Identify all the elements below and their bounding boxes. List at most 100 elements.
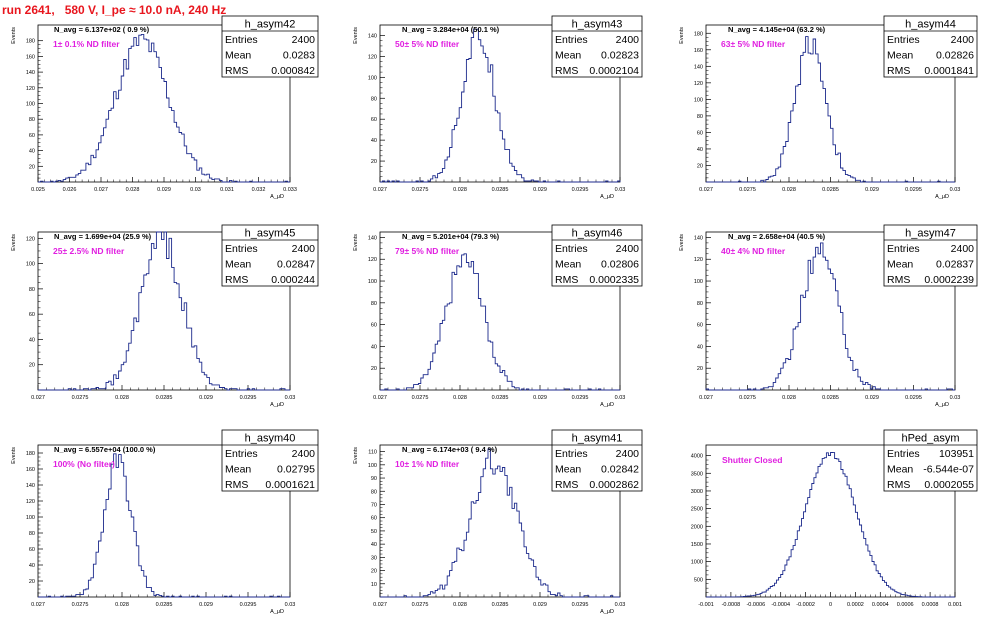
y-tick-label: 80 (697, 301, 703, 307)
stats-box (551, 15, 643, 78)
y-tick-label: 140 (368, 235, 377, 241)
y-tick-label: 160 (26, 467, 35, 473)
y-tick-label: 80 (371, 489, 377, 495)
histogram-panel-hPed_asym: 500 1000 1500 2000 2500 3000 3500 4000 -0.001 -0.… (691, 429, 978, 608)
stats-value-entries: 2400 (951, 34, 975, 46)
filter-label: 1± 0.1% ND filter (53, 39, 120, 49)
navg-label: N_avg = 3.284e+04 (50.1 %) (402, 25, 500, 34)
x-axis-label: A_μD (270, 194, 284, 200)
stats-title: h_asym47 (905, 228, 956, 240)
y-axis-label: Events (11, 27, 17, 44)
x-tick-label: 0.03 (285, 602, 296, 608)
stats-key-entries: Entries (225, 243, 258, 255)
x-tick-label: 0.0295 (572, 602, 589, 608)
y-tick-label: 120 (368, 257, 377, 263)
y-tick-label: 60 (29, 312, 35, 318)
filter-label: 79± 5% ND filter (395, 246, 460, 256)
x-tick-label: 0.03 (285, 395, 296, 401)
x-tick-label: 0 (829, 602, 832, 608)
stats-value-rms: 0.0002335 (589, 274, 639, 286)
y-tick-label: 140 (694, 64, 703, 70)
stats-key-mean: Mean (225, 50, 251, 62)
stats-value-entries: 2400 (292, 34, 316, 46)
y-tick-label: 50 (371, 529, 377, 535)
histogram-panel-h_asym47: 20 40 60 80 100 120 140 0.027 0.0275 0.028 0.0285 0… (679, 224, 978, 408)
x-tick-label: 0.0275 (412, 602, 429, 608)
x-tick-label: 0.0295 (572, 187, 589, 193)
x-tick-label: 0.0295 (240, 602, 257, 608)
histogram-panel-h_asym46: 20 40 60 80 100 120 140 0.027 0.0275 0.028 0.0285 0… (353, 224, 643, 408)
x-tick-label: 0.028 (453, 602, 467, 608)
y-tick-label: 70 (371, 502, 377, 508)
x-tick-label: 0.027 (699, 395, 713, 401)
y-axis-label: Events (679, 234, 685, 251)
x-tick-label: 0.03 (615, 187, 626, 193)
x-tick-label: 0.029 (533, 602, 547, 608)
y-tick-label: 110 (368, 450, 377, 456)
x-tick-label: 0.0285 (156, 602, 173, 608)
filter-label: 63± 5% ND filter (721, 39, 786, 49)
stats-title: h_asym40 (245, 433, 296, 445)
navg-label: N_avg = 2.658e+04 (40.5 %) (728, 232, 826, 241)
y-tick-label: 20 (29, 363, 35, 369)
x-tick-label: 0.025 (31, 187, 45, 193)
y-tick-label: 100 (26, 515, 35, 521)
y-tick-label: 500 (694, 577, 703, 583)
y-tick-label: 1000 (691, 560, 703, 566)
stats-key-entries: Entries (225, 448, 258, 460)
x-tick-label: -0.0004 (771, 602, 790, 608)
x-tick-label: 0.026 (63, 187, 77, 193)
x-tick-label: 0.028 (453, 187, 467, 193)
x-tick-label: 0.027 (373, 602, 387, 608)
y-tick-label: 60 (371, 117, 377, 123)
stats-value-entries: 2400 (616, 448, 640, 460)
y-tick-label: 3500 (691, 471, 703, 477)
x-tick-label: 0.0275 (72, 602, 89, 608)
x-tick-label: 0.0275 (412, 187, 429, 193)
y-tick-label: 100 (368, 75, 377, 81)
stats-title: h_asym45 (245, 228, 296, 240)
y-tick-label: 60 (371, 323, 377, 329)
stats-key-mean: Mean (887, 464, 913, 476)
y-tick-label: 20 (371, 366, 377, 372)
x-tick-label: 0.0275 (739, 187, 756, 193)
x-tick-label: 0.0285 (822, 395, 839, 401)
x-tick-label: 0.027 (31, 395, 45, 401)
stats-key-mean: Mean (555, 464, 581, 476)
x-tick-label: 0.03 (190, 187, 201, 193)
x-tick-label: 0.03 (950, 395, 961, 401)
histogram-panel-h_asym42: 20 40 60 80 100 120 140 160 180 0.025 0.026 0.027 0.… (11, 15, 319, 200)
navg-label: N_avg = 4.145e+04 (63.2 %) (728, 25, 826, 34)
histogram-line (38, 453, 290, 598)
y-tick-label: 180 (26, 451, 35, 457)
histogram-line (380, 28, 621, 183)
stats-key-mean: Mean (225, 259, 251, 271)
x-tick-label: -0.0002 (796, 602, 815, 608)
stats-key-rms: RMS (887, 274, 910, 286)
y-tick-label: 60 (697, 323, 703, 329)
histogram-panel-h_asym43: 20 40 60 80 100 120 140 0.027 0.0275 0.028 0.0285 0… (353, 15, 643, 200)
stats-value-rms: 0.000244 (271, 274, 315, 286)
y-axis-label: Events (353, 447, 359, 464)
x-tick-label: 0.028 (115, 395, 129, 401)
x-tick-label: 0.0002 (847, 602, 864, 608)
filter-label: 40± 4% ND filter (721, 246, 786, 256)
stats-box (221, 224, 319, 287)
histogram-panel-h_asym45: 20 40 60 80 100 120 0.027 0.0275 0.028 0.0285 0.02… (11, 224, 319, 408)
stats-key-rms: RMS (555, 479, 578, 491)
stats-value-mean: 0.02826 (936, 50, 974, 62)
x-tick-label: 0.028 (453, 395, 467, 401)
stats-value-rms: 0.0001621 (265, 479, 315, 491)
x-tick-label: 0.027 (31, 602, 45, 608)
y-tick-label: 160 (26, 54, 35, 60)
histogram-line (380, 448, 620, 598)
x-tick-label: 0.032 (252, 187, 266, 193)
y-tick-label: 80 (697, 114, 703, 120)
y-tick-label: 120 (694, 257, 703, 263)
y-tick-label: 2000 (691, 524, 703, 530)
y-tick-label: 4000 (691, 454, 703, 460)
y-tick-label: 60 (29, 133, 35, 139)
stats-value-mean: 0.02837 (936, 259, 974, 271)
stats-box (883, 224, 978, 287)
x-tick-label: 0.029 (533, 187, 547, 193)
